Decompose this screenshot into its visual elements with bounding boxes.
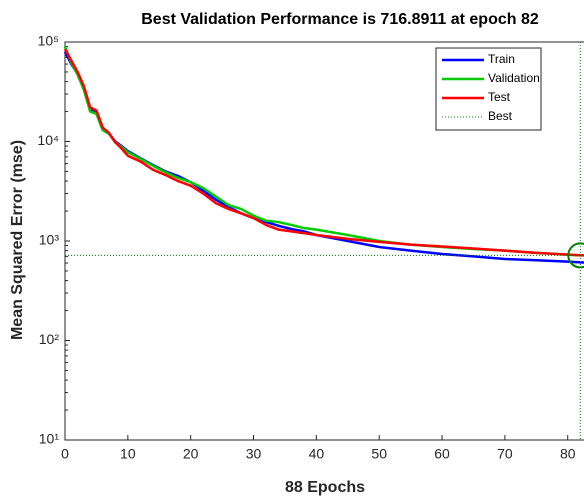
x-tick-label: 10 [120,446,136,462]
x-tick-label: 70 [497,446,513,462]
legend-label: Validation [488,71,540,85]
y-tick-label: 10⁵ [38,33,59,49]
x-tick-label: 40 [309,446,325,462]
legend-box [435,47,542,131]
legend-label: Train [488,52,515,66]
x-tick-label: 20 [183,446,199,462]
y-tick-label: 10⁴ [37,132,59,148]
x-tick-label: 80 [560,446,576,462]
best-marker [567,242,584,269]
chart-title: Best Validation Performance is 716.8911 … [141,11,539,28]
x-tick-label: 30 [246,446,262,462]
legend-label: Best [488,109,513,123]
x-tick-label: 0 [61,446,69,462]
x-axis-label: 88 Epochs [285,479,365,496]
x-tick-label: 60 [434,446,450,462]
legend-label: Test [488,90,511,104]
y-tick-label: 10¹ [39,431,60,447]
y-tick-label: 10³ [39,232,60,248]
series-line [63,48,584,257]
y-axis-label: Mean Squared Error (mse) [9,140,26,340]
x-tick-label: 50 [371,446,387,462]
y-tick-label: 10² [39,331,60,347]
